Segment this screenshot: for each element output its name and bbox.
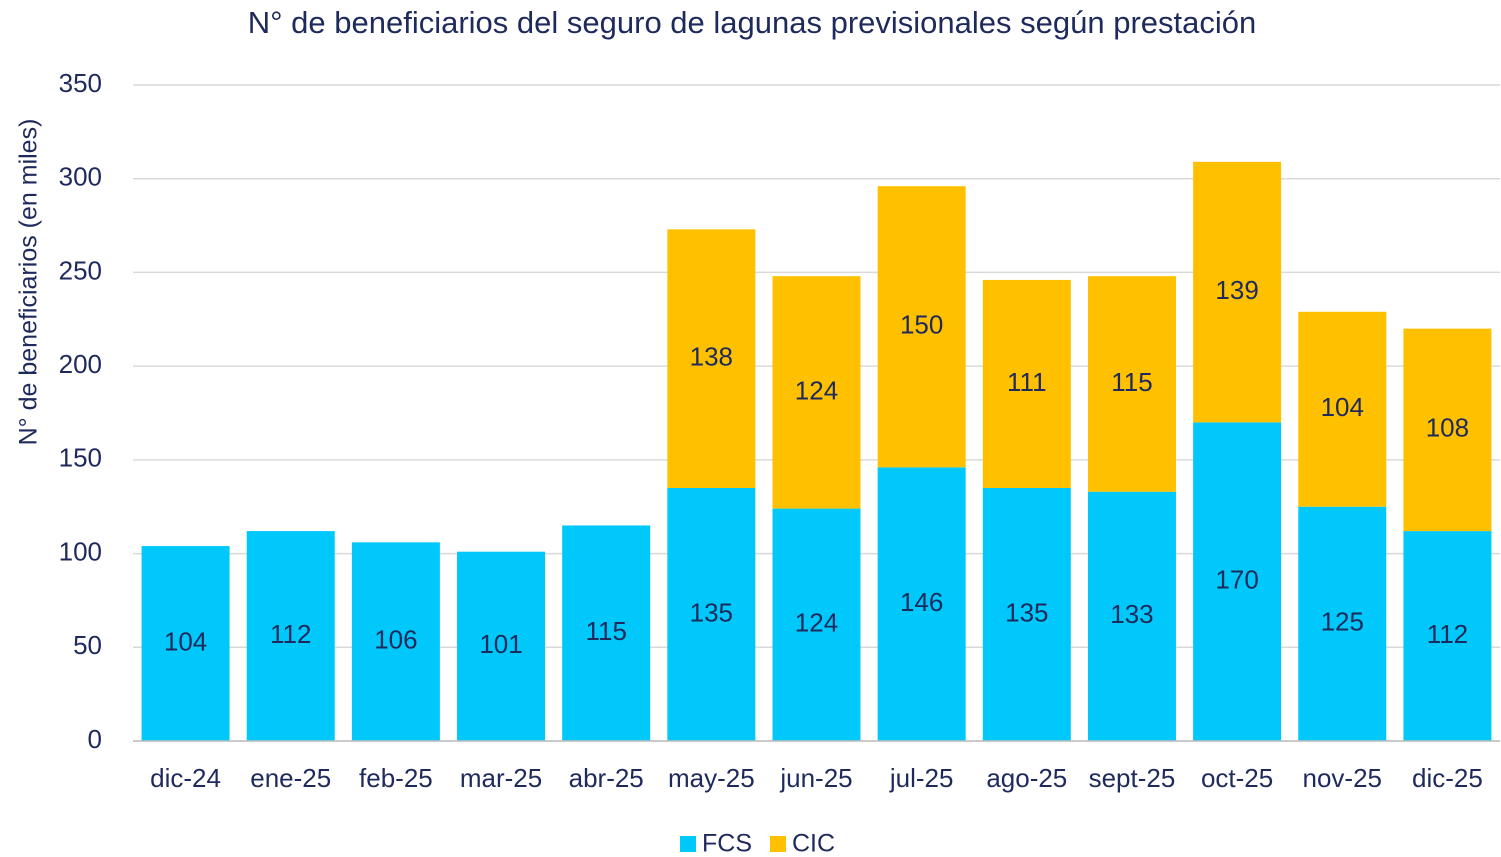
x-tick-label: feb-25 (359, 763, 433, 793)
data-label: 139 (1215, 275, 1258, 305)
bar-segment (667, 229, 756, 488)
x-tick-label: sept-25 (1089, 763, 1176, 793)
y-tick-label: 150 (59, 443, 102, 473)
data-label: 125 (1321, 607, 1364, 637)
x-tick-label: ene-25 (250, 763, 331, 793)
x-tick-label: dic-25 (1412, 763, 1483, 793)
data-label: 106 (374, 625, 417, 655)
data-label: 138 (690, 342, 733, 372)
bar-segment (772, 276, 861, 509)
legend-label: FCS (702, 830, 752, 857)
bar-segment (141, 546, 230, 741)
data-label: 115 (1111, 367, 1152, 397)
bar-segment (667, 487, 756, 741)
bar-segment (982, 487, 1071, 741)
bar-segment (877, 186, 966, 468)
y-tick-label: 200 (59, 349, 102, 379)
data-label: 135 (690, 597, 733, 627)
bar-segment (877, 467, 966, 741)
x-tick-label: jul-25 (889, 763, 954, 793)
bar-segment (1193, 161, 1282, 423)
data-label: 170 (1215, 565, 1258, 595)
bar-segment (351, 542, 440, 741)
y-axis-title: N° de beneficiarios (en miles) (15, 119, 43, 446)
legend-swatch (680, 836, 696, 852)
x-tick-label: may-25 (668, 763, 755, 793)
y-tick-label: 100 (59, 536, 102, 566)
bar-segment (457, 551, 546, 741)
bar-segment (562, 525, 651, 741)
legend-label: CIC (792, 830, 835, 857)
bar-segment (1403, 531, 1492, 741)
data-label: 104 (164, 626, 207, 656)
bar-segment (1403, 328, 1492, 532)
y-tick-label: 50 (73, 630, 102, 660)
data-label: 133 (1110, 599, 1153, 629)
data-label: 115 (585, 616, 626, 646)
x-tick-label: mar-25 (460, 763, 542, 793)
data-label: 104 (1321, 392, 1364, 422)
bar-segment (1087, 491, 1176, 741)
x-tick-label: ago-25 (986, 763, 1067, 793)
data-label: 111 (1007, 367, 1047, 397)
bar-segment (982, 279, 1071, 488)
x-tick-label: oct-25 (1201, 763, 1273, 793)
y-tick-label: 0 (88, 724, 102, 754)
x-tick-label: dic-24 (150, 763, 221, 793)
bar-segment (1087, 276, 1176, 492)
data-label: 101 (479, 629, 522, 659)
bar-segment (772, 508, 861, 741)
data-label: 124 (795, 375, 838, 405)
legend-swatch (770, 836, 786, 852)
y-tick-label: 250 (59, 255, 102, 285)
data-label: 135 (1005, 597, 1048, 627)
chart-title: N° de beneficiarios del seguro de laguna… (248, 5, 1256, 40)
data-label: 146 (900, 587, 943, 617)
y-tick-label: 350 (59, 68, 102, 98)
y-tick-label: 300 (59, 162, 102, 192)
data-label: 124 (795, 608, 838, 638)
data-label: 112 (270, 619, 311, 649)
data-label: 150 (900, 310, 943, 340)
x-tick-label: jun-25 (779, 763, 852, 793)
data-label: 108 (1426, 413, 1469, 443)
data-label: 112 (1427, 619, 1468, 649)
bar-segment (1298, 311, 1387, 507)
x-tick-label: abr-25 (569, 763, 644, 793)
bar-segment (1298, 506, 1387, 741)
x-tick-label: nov-25 (1303, 763, 1383, 793)
bar-segment (246, 531, 335, 741)
bar-segment (1193, 422, 1282, 741)
